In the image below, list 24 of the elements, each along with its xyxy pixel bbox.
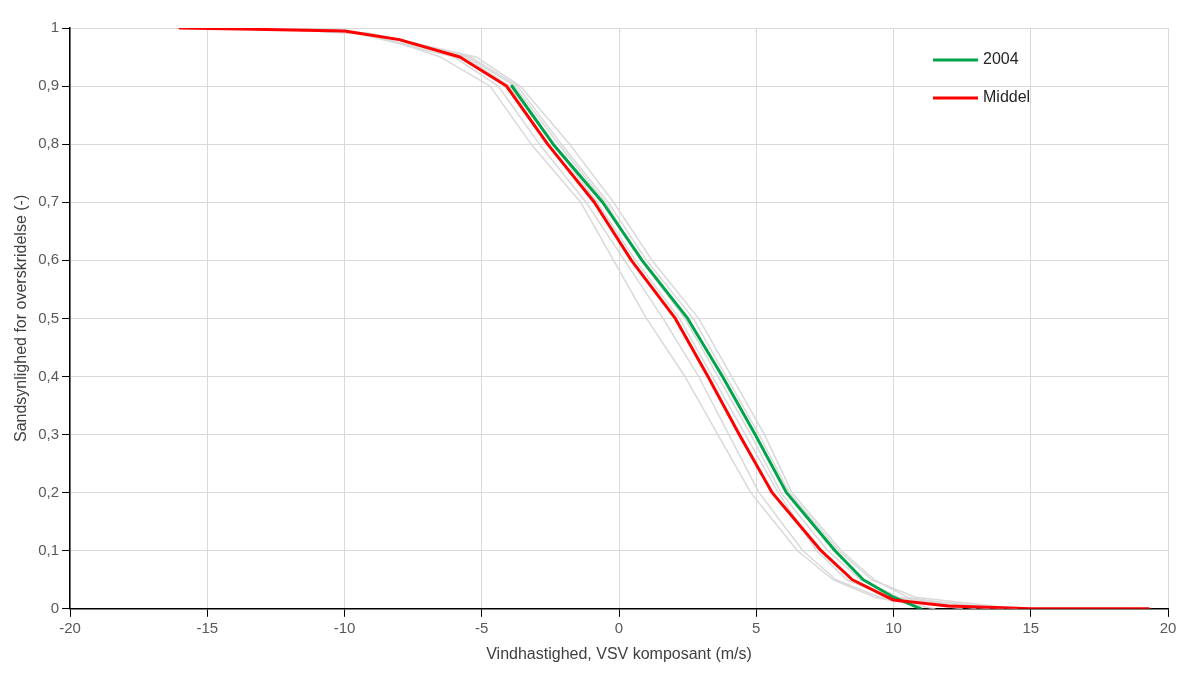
y-tick-label: 0,1 xyxy=(38,540,60,558)
y-tick-label: 0,2 xyxy=(38,482,60,500)
x-tick-label: -5 xyxy=(475,618,489,636)
y-tick-label: 0,9 xyxy=(38,76,60,94)
y-tick-label: 0,4 xyxy=(38,366,60,384)
y-tick-label: 0,8 xyxy=(38,134,60,152)
y-tick-label: 0,7 xyxy=(38,192,60,210)
x-tick-label: -10 xyxy=(333,618,356,636)
x-axis-title: Vindhastighed, VSV komposant (m/s) xyxy=(486,644,752,662)
x-tick-label: 20 xyxy=(1159,618,1177,636)
legend-label: 2004 xyxy=(983,50,1019,68)
x-tick-label: -15 xyxy=(196,618,219,636)
y-tick-label: 0,6 xyxy=(38,250,60,268)
y-tick-label: 0 xyxy=(50,598,60,616)
x-tick-label: 5 xyxy=(752,618,761,636)
y-axis-title: Sandsynlighed for overskridelse (-) xyxy=(12,194,30,443)
legend-label: Middel xyxy=(983,88,1031,106)
y-tick-label: 0,5 xyxy=(38,308,60,326)
y-tick-label: 1 xyxy=(50,18,60,36)
x-tick-label: 15 xyxy=(1022,618,1040,636)
y-tick-label: 0,3 xyxy=(38,424,60,442)
x-tick-label: -20 xyxy=(59,618,81,636)
x-tick-label: 0 xyxy=(614,618,624,636)
x-tick-label: 10 xyxy=(885,618,902,636)
